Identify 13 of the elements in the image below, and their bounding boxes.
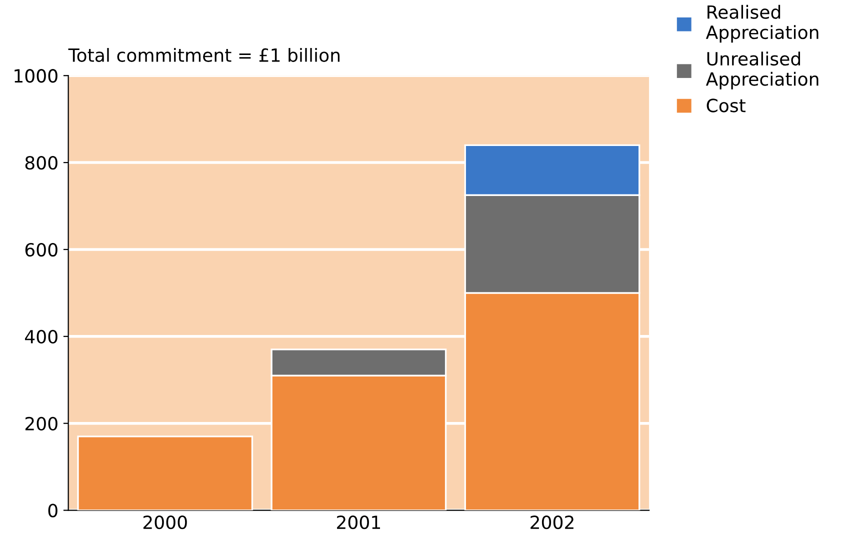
y-tick-label: 600: [25, 242, 58, 257]
y-tick-label: 200: [25, 416, 58, 430]
legend-label: Cost: [706, 98, 746, 112]
legend-label: Realised Appreciation: [706, 4, 818, 43]
y-tick-label: 1000: [14, 69, 58, 83]
x-tick-label: 2000: [143, 515, 187, 530]
x-tick-label: 2002: [530, 515, 574, 530]
x-tick-label: 2001: [337, 515, 380, 530]
chart-title: Total commitment = £1 billion: [68, 48, 340, 62]
y-tick-label: 0: [48, 504, 58, 518]
y-tick-label: 400: [25, 330, 58, 344]
legend-label: Unrealised Appreciation: [706, 52, 818, 90]
y-tick-label: 800: [25, 156, 58, 170]
